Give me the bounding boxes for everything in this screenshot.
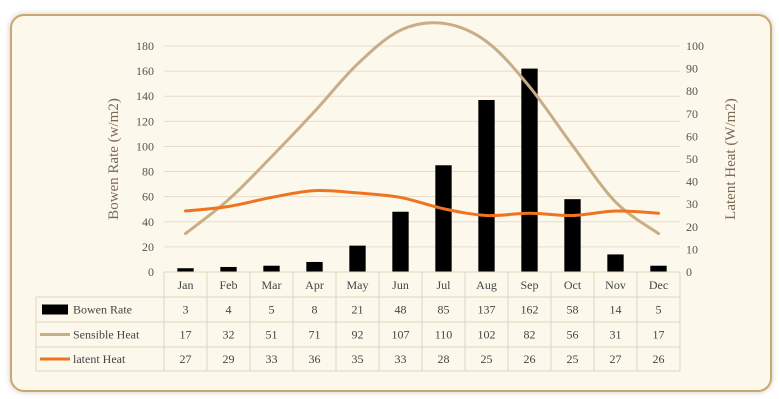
table-value: 4 — [226, 303, 232, 317]
table-value: 36 — [309, 352, 321, 366]
left-tick-label: 60 — [142, 190, 154, 204]
category-label: May — [347, 278, 369, 292]
table-value: 27 — [610, 352, 622, 366]
bar-bowen-rate — [650, 265, 667, 272]
bar-bowen-rate — [263, 265, 280, 272]
table-value: 21 — [352, 303, 364, 317]
left-tick-label: 140 — [136, 89, 154, 103]
bar-bowen-rate — [564, 199, 581, 272]
legend-label: latent Heat — [73, 352, 126, 366]
right-tick-label: 60 — [686, 129, 698, 143]
legend-label: Bowen Rate — [73, 303, 132, 317]
table-value: 31 — [610, 328, 622, 342]
table-value: 71 — [309, 328, 321, 342]
category-label: Mar — [262, 278, 282, 292]
left-axis-title: Bowen Rate (w/m2) — [106, 98, 122, 220]
table-value: 48 — [395, 303, 407, 317]
table-value: 162 — [521, 303, 539, 317]
right-tick-label: 30 — [686, 197, 698, 211]
category-label: Dec — [649, 278, 668, 292]
category-label: Aug — [476, 278, 497, 292]
category-label: Feb — [220, 278, 238, 292]
table-value: 8 — [312, 303, 318, 317]
table-value: 85 — [438, 303, 450, 317]
table-value: 56 — [567, 328, 579, 342]
left-tick-label: 20 — [142, 240, 154, 254]
left-tick-label: 80 — [142, 165, 154, 179]
table-value: 82 — [524, 328, 536, 342]
table-value: 27 — [180, 352, 192, 366]
category-label: Jun — [392, 278, 409, 292]
left-tick-label: 120 — [136, 114, 154, 128]
left-tick-label: 100 — [136, 139, 154, 153]
line-latent-heat — [184, 188, 660, 218]
right-tick-label: 0 — [686, 265, 692, 279]
table-value: 58 — [567, 303, 579, 317]
chart-frame — [10, 14, 772, 392]
right-tick-label: 10 — [686, 242, 698, 256]
category-label: Jan — [178, 278, 194, 292]
right-tick-label: 100 — [686, 39, 704, 53]
table-value: 25 — [567, 352, 579, 366]
table-value: 110 — [435, 328, 453, 342]
table-value: 137 — [478, 303, 496, 317]
right-tick-label: 40 — [686, 175, 698, 189]
table-value: 17 — [180, 328, 192, 342]
left-tick-label: 160 — [136, 64, 154, 78]
table-value: 32 — [223, 328, 235, 342]
table-value: 25 — [481, 352, 493, 366]
table-value: 3 — [183, 303, 189, 317]
table-value: 35 — [352, 352, 364, 366]
bar-bowen-rate — [435, 165, 452, 272]
right-axis-title: Latent Heat (W/m2) — [723, 98, 739, 220]
bar-bowen-rate — [521, 68, 538, 272]
category-label: Jul — [436, 278, 451, 292]
table-value: 92 — [352, 328, 364, 342]
bar-bowen-rate — [220, 266, 237, 272]
table-value: 33 — [395, 352, 407, 366]
right-tick-label: 70 — [686, 107, 698, 121]
category-label: Apr — [305, 278, 324, 292]
table-value: 5 — [656, 303, 662, 317]
table-value: 29 — [223, 352, 235, 366]
bar-bowen-rate — [349, 245, 366, 272]
table-value: 26 — [653, 352, 665, 366]
legend-key-bar — [42, 304, 68, 315]
category-label: Oct — [564, 278, 582, 292]
table-value: 14 — [610, 303, 622, 317]
right-tick-label: 90 — [686, 62, 698, 76]
bar-bowen-rate — [392, 211, 409, 272]
table-value: 102 — [478, 328, 496, 342]
category-label: Nov — [605, 278, 626, 292]
left-tick-label: 40 — [142, 215, 154, 229]
right-tick-label: 50 — [686, 152, 698, 166]
table-value: 28 — [438, 352, 450, 366]
line-sensible-heat — [184, 21, 660, 236]
bar-bowen-rate — [177, 268, 194, 272]
table-value: 26 — [524, 352, 536, 366]
left-tick-label: 180 — [136, 39, 154, 53]
left-tick-label: 0 — [148, 265, 154, 279]
bar-bowen-rate — [478, 99, 495, 272]
legend-label: Sensible Heat — [73, 328, 140, 342]
right-tick-label: 80 — [686, 84, 698, 98]
right-tick-label: 20 — [686, 220, 698, 234]
table-value: 33 — [266, 352, 278, 366]
bar-bowen-rate — [306, 261, 323, 272]
category-label: Sep — [521, 278, 539, 292]
table-value: 51 — [266, 328, 278, 342]
table-value: 107 — [392, 328, 410, 342]
table-value: 17 — [653, 328, 665, 342]
bar-bowen-rate — [607, 254, 624, 272]
table-value: 5 — [269, 303, 275, 317]
